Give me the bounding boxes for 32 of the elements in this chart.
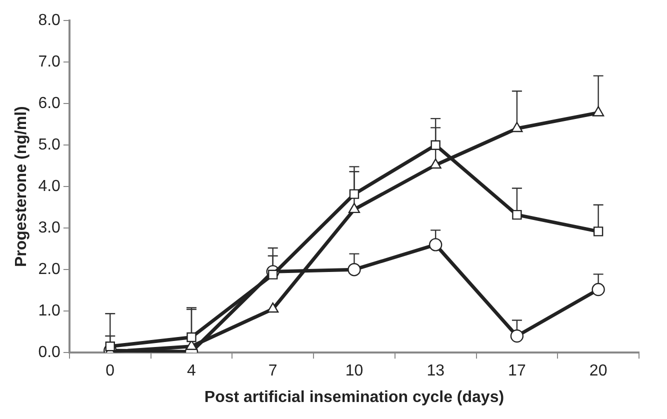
point <box>428 238 442 252</box>
point <box>348 263 361 276</box>
x-tick-label: 20 <box>589 362 608 380</box>
y-tick-label: 7.0 <box>38 54 61 71</box>
y-tick-label: 1.0 <box>38 302 61 320</box>
x-axis-title: Post artificial insemination cycle (days) <box>204 388 504 406</box>
x-tick-label: 10 <box>345 362 364 380</box>
point <box>592 282 605 296</box>
x-tick-label: 7 <box>268 362 278 380</box>
point <box>592 106 604 116</box>
point <box>430 140 440 150</box>
x-tick-label: 13 <box>426 362 445 380</box>
point <box>267 302 279 313</box>
point <box>186 332 196 342</box>
x-tick-label: 4 <box>187 362 196 380</box>
y-tick-label: 5.0 <box>38 136 61 154</box>
point <box>512 210 522 220</box>
point <box>349 189 360 199</box>
x-tick-label: 17 <box>508 362 526 380</box>
point <box>430 158 442 169</box>
x-tick-label: 0 <box>106 362 115 380</box>
point <box>348 202 360 214</box>
point <box>511 122 523 132</box>
y-tick-label: 4.0 <box>38 178 61 196</box>
y-tick-label: 0.0 <box>38 344 61 362</box>
y-tick-label: 8.0 <box>38 12 61 30</box>
y-tick-label: 6.0 <box>38 95 61 112</box>
y-axis-title: Progesterone (ng/ml) <box>13 106 30 268</box>
y-tick-label: 2.0 <box>38 261 61 278</box>
point <box>510 329 524 343</box>
point <box>593 226 604 236</box>
y-tick-label: 3.0 <box>38 220 61 237</box>
